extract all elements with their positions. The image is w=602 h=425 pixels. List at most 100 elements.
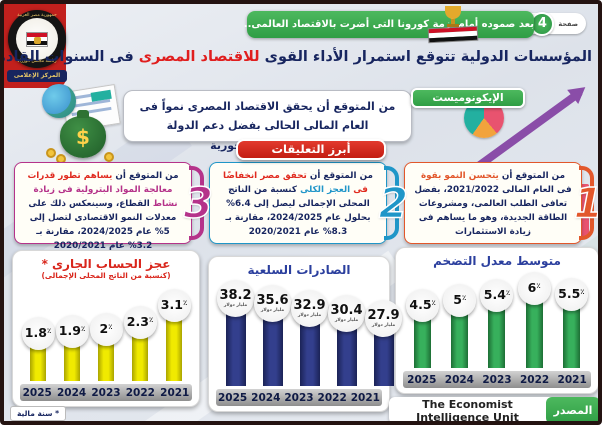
- chart-title: متوسط معدل التضخم: [433, 254, 561, 268]
- money-bag-icon: $: [60, 110, 106, 158]
- value-badge: 38.2 مليار دولار: [217, 280, 254, 317]
- value-badge: 4.5 ٪: [406, 289, 440, 322]
- bar: [30, 343, 46, 381]
- year-label: 2024: [251, 391, 281, 404]
- year-axis: 2025 2024 2023 2022 2021: [20, 384, 192, 401]
- chart-title: عجز الحساب الجارى *: [41, 257, 171, 271]
- bars-area: 1.8 ٪ 1.9 ٪ 2 ٪ 2.3 ٪ 3.1 ٪: [21, 289, 191, 381]
- year-label: 2023: [91, 386, 121, 399]
- year-label: 2025: [217, 391, 248, 404]
- bar-column: 2 ٪: [89, 313, 123, 381]
- bar-column: 2.3 ٪: [123, 306, 157, 381]
- bar: [414, 315, 432, 368]
- highlight-box-1: من المتوقع أن يتحسن النمو بقوة فى العام …: [404, 162, 598, 244]
- year-axis: 2025 2024 2023 2022 2021: [216, 389, 382, 406]
- value-badge: 30.4 مليار دولار: [328, 295, 365, 332]
- value-badge: 6 ٪: [517, 272, 551, 305]
- chart-card-current-account-deficit: عجز الحساب الجارى * (كنسبة من الناتج الم…: [12, 250, 200, 407]
- page-word: صفحة: [558, 19, 578, 28]
- year-label: 2024: [56, 386, 87, 399]
- source-text: The Economist Intelligence Unit: [416, 397, 519, 424]
- value-badge: 1.9 ٪: [55, 315, 89, 348]
- value-badge: 5 ٪: [443, 284, 477, 317]
- bar-column: 3.1 ٪: [157, 289, 191, 381]
- bar-column: 6 ٪: [517, 272, 551, 368]
- bar-column: 5 ٪: [443, 284, 477, 368]
- source-box: المصدر The Economist Intelligence Unit: [389, 397, 598, 424]
- value-badge: 5.5 ٪: [554, 278, 588, 311]
- bar: [166, 315, 182, 381]
- fiscal-year-footnote: * سنة مالية: [10, 406, 67, 421]
- bar-column: 27.9 مليار دولار: [365, 300, 402, 386]
- value-badge: 32.9 مليار دولار: [291, 290, 328, 327]
- egypt-government-logo: جمهورية مصر العربية رئاسة مجلس الوزراء: [8, 10, 66, 68]
- bar: [98, 339, 114, 381]
- value-badge: 3.1 ٪: [157, 289, 191, 322]
- year-label: 2025: [407, 373, 437, 386]
- chart-subtitle: (كنسبة من الناتج المحلى الإجمالى): [41, 271, 171, 280]
- year-label: 2023: [284, 391, 314, 404]
- highlight-number: 2: [378, 178, 409, 229]
- bar-column: 5.5 ٪: [554, 278, 588, 368]
- bar: [132, 332, 148, 381]
- year-label: 2022: [317, 391, 347, 404]
- bar-column: 38.2 مليار دولار: [217, 280, 254, 386]
- value-badge: 5.4 ٪: [480, 279, 514, 312]
- chart-title: الصادرات السلعية: [247, 263, 351, 277]
- kicker-banner: بعد صموده أمام أزمة كورونا التى أضرت بال…: [244, 11, 534, 38]
- chart-card-merchandise-exports: الصادرات السلعية 38.2 مليار دولار 35.6 مليا…: [208, 256, 402, 412]
- highlight-number: 3: [183, 178, 214, 229]
- title-highlight: للاقتصاد المصرى: [138, 49, 260, 65]
- economist-quote-bubble: من المتوقع أن يحقق الاقتصاد المصرى نمواً…: [123, 90, 412, 152]
- bar-column: 5.4 ٪: [480, 279, 514, 368]
- bar: [225, 310, 246, 386]
- year-label: 2024: [444, 373, 474, 386]
- year-label: 2021: [557, 373, 587, 386]
- coin-icon: [104, 152, 114, 162]
- bar: [451, 310, 469, 368]
- year-label: 2022: [519, 373, 550, 386]
- value-badge: 27.9 مليار دولار: [365, 300, 402, 337]
- year-label: 2021: [160, 386, 190, 399]
- coin-icon: [46, 148, 56, 158]
- bar: [562, 304, 580, 368]
- eagle-icon: [34, 36, 41, 44]
- logo-text-bottom: رئاسة مجلس الوزراء: [17, 59, 57, 64]
- highlight-number: 1: [573, 178, 602, 229]
- bar: [64, 341, 80, 381]
- globe-icon: [42, 84, 76, 118]
- bar: [299, 320, 320, 386]
- year-axis: 2025 2024 2023 2022 2021: [403, 371, 591, 388]
- value-badge: 1.8 ٪: [21, 317, 55, 350]
- current-page-badge: 4: [530, 11, 555, 36]
- value-badge: 35.6 مليار دولار: [254, 285, 291, 322]
- highlight-box-3: من المتوقع أن يساهم تطور قدرات معالجة ال…: [14, 162, 214, 251]
- year-label: 2021: [350, 391, 380, 404]
- value-badge: 2 ٪: [89, 313, 123, 346]
- year-label: 2025: [22, 386, 52, 399]
- bar: [373, 330, 394, 386]
- bar-column: 32.9 مليار دولار: [291, 290, 328, 386]
- logo-text-top: جمهورية مصر العربية: [17, 13, 57, 18]
- bar: [262, 315, 283, 386]
- bar: [336, 325, 357, 386]
- highlight-text: من المتوقع أن تحقق مصر انخفاضًا فى العجز…: [223, 171, 373, 238]
- money-illustration: $: [34, 84, 139, 164]
- trophy-flag-icon: [427, 4, 479, 44]
- bar-column: 30.4 مليار دولار: [328, 295, 365, 386]
- chart-card-inflation-rate: متوسط معدل التضخم 4.5 ٪ 5 ٪ 5.4 ٪ 6 ٪ 5.5 ٪ 2025 2…: [395, 247, 598, 394]
- value-badge: 2.3 ٪: [123, 306, 157, 339]
- bars-area: 4.5 ٪ 5 ٪ 5.4 ٪ 6 ٪ 5.5 ٪: [404, 272, 590, 368]
- highlight-box-2: من المتوقع أن تحقق مصر انخفاضًا فى العجز…: [209, 162, 409, 244]
- year-label: 2022: [125, 386, 155, 399]
- page-title: المؤسسات الدولية تتوقع استمرار الأداء ال…: [0, 49, 592, 65]
- year-label: 2023: [482, 373, 512, 386]
- top-comments-button[interactable]: أبرز التعليقات: [236, 139, 386, 160]
- bracket-shape: [579, 166, 594, 240]
- bars-area: 38.2 مليار دولار 35.6 مليار دولار 32.9 مليار …: [217, 280, 402, 386]
- bar-column: 35.6 مليار دولار: [254, 285, 291, 386]
- egypt-flag-icon: [26, 31, 48, 47]
- bar-column: 1.9 ٪: [55, 315, 89, 381]
- bar-column: 1.8 ٪: [21, 317, 55, 381]
